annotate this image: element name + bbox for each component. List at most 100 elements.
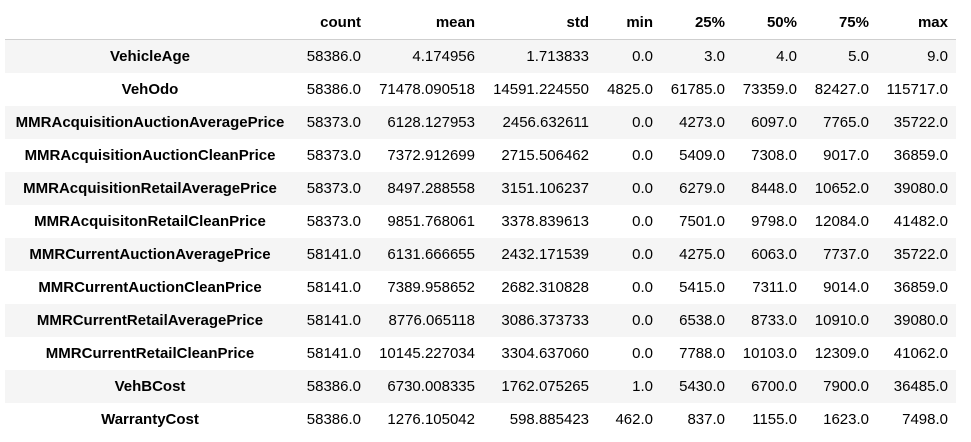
cell-count: 58141.0	[306, 246, 361, 263]
cell-75pct: 5.0	[848, 48, 869, 65]
describe-table: count mean std min 25% 50% 75% max Vehic…	[5, 6, 956, 436]
cell-mean: 8497.288558	[387, 180, 475, 197]
cell-75pct: 7737.0	[823, 246, 869, 263]
cell-75pct: 12084.0	[814, 213, 869, 230]
cell-25pct: 4273.0	[679, 114, 725, 131]
cell-max: 39080.0	[893, 180, 948, 197]
cell-75pct: 7765.0	[823, 114, 869, 131]
table-row: MMRAcquisitionRetailAveragePrice 58373.0…	[5, 172, 956, 205]
cell-75pct: 1623.0	[823, 411, 869, 428]
cell-max: 9.0	[927, 48, 948, 65]
cell-count: 58373.0	[306, 213, 361, 230]
cell-75pct: 9014.0	[823, 279, 869, 296]
cell-std: 2456.632611	[502, 114, 589, 131]
cell-75pct: 9017.0	[823, 147, 869, 164]
cell-75pct: 7900.0	[823, 378, 869, 395]
cell-25pct: 7501.0	[679, 213, 725, 230]
row-label: MMRCurrentAuctionCleanPrice	[38, 279, 262, 296]
row-label: MMRCurrentRetailCleanPrice	[45, 345, 255, 362]
cell-min: 4825.0	[607, 81, 653, 98]
cell-mean: 9851.768061	[387, 213, 475, 230]
cell-max: 41062.0	[893, 345, 948, 362]
cell-min: 0.0	[632, 48, 653, 65]
cell-max: 36859.0	[893, 147, 948, 164]
column-header-count: count	[295, 6, 369, 40]
row-label: MMRCurrentAuctionAveragePrice	[29, 246, 271, 263]
table-row: VehOdo 58386.0 71478.090518 14591.224550…	[5, 73, 956, 106]
cell-mean: 6128.127953	[387, 114, 475, 131]
cell-50pct: 1155.0	[752, 411, 797, 428]
table-row: MMRAcquisitionAuctionAveragePrice 58373.…	[5, 106, 956, 139]
cell-std: 2682.310828	[501, 279, 589, 296]
row-label: MMRCurrentRetailAveragePrice	[36, 312, 264, 329]
cell-std: 1762.075265	[501, 378, 589, 395]
column-header-std: std	[483, 6, 597, 40]
cell-std: 2432.171539	[501, 246, 589, 263]
cell-mean: 4.174956	[412, 48, 475, 65]
cell-count: 58386.0	[306, 378, 361, 395]
table-row: MMRAcquisitionAuctionCleanPrice 58373.0 …	[5, 139, 956, 172]
cell-min: 0.0	[632, 180, 653, 197]
cell-min: 0.0	[632, 345, 653, 362]
column-header-max: max	[877, 6, 956, 40]
row-label: MMRAcquisitionAuctionAveragePrice	[15, 114, 285, 131]
index-header	[5, 6, 295, 40]
cell-75pct: 10910.0	[814, 312, 869, 329]
cell-50pct: 7311.0	[752, 279, 797, 296]
cell-mean: 10145.227034	[379, 345, 475, 362]
cell-75pct: 10652.0	[814, 180, 869, 197]
cell-count: 58373.0	[306, 147, 361, 164]
cell-count: 58386.0	[306, 48, 361, 65]
cell-min: 0.0	[632, 279, 653, 296]
cell-50pct: 6063.0	[751, 246, 797, 263]
cell-count: 58141.0	[306, 312, 361, 329]
cell-mean: 7389.958652	[387, 279, 475, 296]
cell-mean: 1276.105042	[387, 411, 475, 428]
cell-50pct: 9798.0	[751, 213, 797, 230]
cell-max: 35722.0	[893, 246, 948, 263]
row-label: WarrantyCost	[101, 411, 199, 428]
cell-25pct: 3.0	[704, 48, 725, 65]
table-row: MMRCurrentAuctionCleanPrice 58141.0 7389…	[5, 271, 956, 304]
row-label: VehBCost	[114, 378, 186, 395]
cell-max: 41482.0	[893, 213, 948, 230]
cell-max: 115717.0	[886, 81, 948, 98]
cell-max: 7498.0	[902, 411, 948, 428]
cell-max: 35722.0	[893, 114, 948, 131]
cell-count: 58373.0	[306, 114, 361, 131]
table-row: MMRCurrentRetailCleanPrice 58141.0 10145…	[5, 337, 956, 370]
cell-std: 3304.637060	[501, 345, 589, 362]
cell-25pct: 837.0	[687, 411, 725, 428]
cell-max: 36859.0	[893, 279, 948, 296]
cell-min: 0.0	[632, 114, 653, 131]
cell-min: 1.0	[632, 378, 653, 395]
row-label: VehOdo	[121, 81, 179, 98]
cell-50pct: 4.0	[776, 48, 797, 65]
cell-count: 58141.0	[306, 279, 361, 296]
cell-50pct: 10103.0	[742, 345, 797, 362]
cell-25pct: 61785.0	[670, 81, 725, 98]
cell-std: 3086.373733	[501, 312, 589, 329]
cell-mean: 6730.008335	[387, 378, 475, 395]
cell-mean: 6131.666655	[387, 246, 475, 263]
table-row: MMRCurrentRetailAveragePrice 58141.0 877…	[5, 304, 956, 337]
cell-50pct: 8448.0	[751, 180, 797, 197]
table-row: MMRCurrentAuctionAveragePrice 58141.0 61…	[5, 238, 956, 271]
cell-std: 598.885423	[509, 411, 589, 428]
cell-50pct: 6097.0	[751, 114, 797, 131]
cell-std: 2715.506462	[501, 147, 589, 164]
describe-output: count mean std min 25% 50% 75% max Vehic…	[5, 6, 956, 436]
column-header-mean: mean	[369, 6, 483, 40]
cell-count: 58386.0	[306, 81, 361, 98]
cell-max: 39080.0	[893, 312, 948, 329]
column-header-min: min	[597, 6, 661, 40]
cell-25pct: 5430.0	[679, 378, 725, 395]
cell-max: 36485.0	[893, 378, 948, 395]
cell-std: 1.713833	[526, 48, 589, 65]
cell-count: 58386.0	[306, 411, 361, 428]
table-header: count mean std min 25% 50% 75% max	[5, 6, 956, 40]
cell-25pct: 5415.0	[679, 279, 725, 296]
row-label: MMRAcquisitonRetailCleanPrice	[34, 213, 266, 230]
cell-25pct: 6538.0	[679, 312, 725, 329]
cell-mean: 71478.090518	[379, 81, 475, 98]
